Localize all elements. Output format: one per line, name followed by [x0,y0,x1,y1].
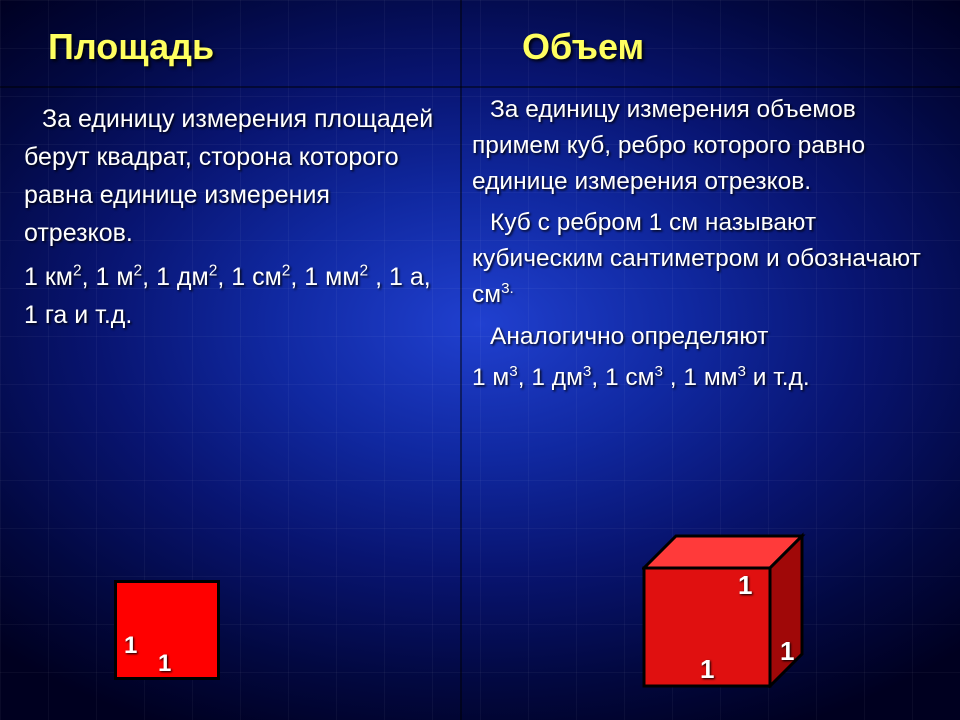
right-units: 1 м3, 1 дм3, 1 см3 , 1 мм3 и т.д. [472,360,942,396]
right-para-1: За единицу измерения объемов примем куб,… [472,92,942,199]
unit-square-figure: 1 1 [114,580,220,680]
left-units: 1 км2, 1 м2, 1 дм2, 1 см2, 1 мм2 , 1 а, … [24,258,436,334]
right-para-2: Куб с ребром 1 см называют кубическим са… [472,205,942,312]
left-column: Площадь За единицу измерения площадей бе… [0,0,460,720]
cube-label-depth: 1 [780,636,794,667]
square-label-side-a: 1 [124,632,137,660]
left-para-1: За единицу измерения площадей берут квад… [24,100,436,252]
right-title: Объем [522,26,644,68]
cube-label-height: 1 [738,570,752,601]
right-para-3: Аналогично определяют [472,319,942,355]
left-title: Площадь [48,26,214,68]
right-column: Объем За единицу измерения объемов приме… [462,0,960,720]
unit-cube-figure: 1 1 1 [642,498,842,688]
left-body: За единицу измерения площадей берут квад… [24,100,436,340]
right-body: За единицу измерения объемов примем куб,… [472,92,942,402]
cube-label-width: 1 [700,654,714,685]
square-label-side-b: 1 [158,650,171,678]
